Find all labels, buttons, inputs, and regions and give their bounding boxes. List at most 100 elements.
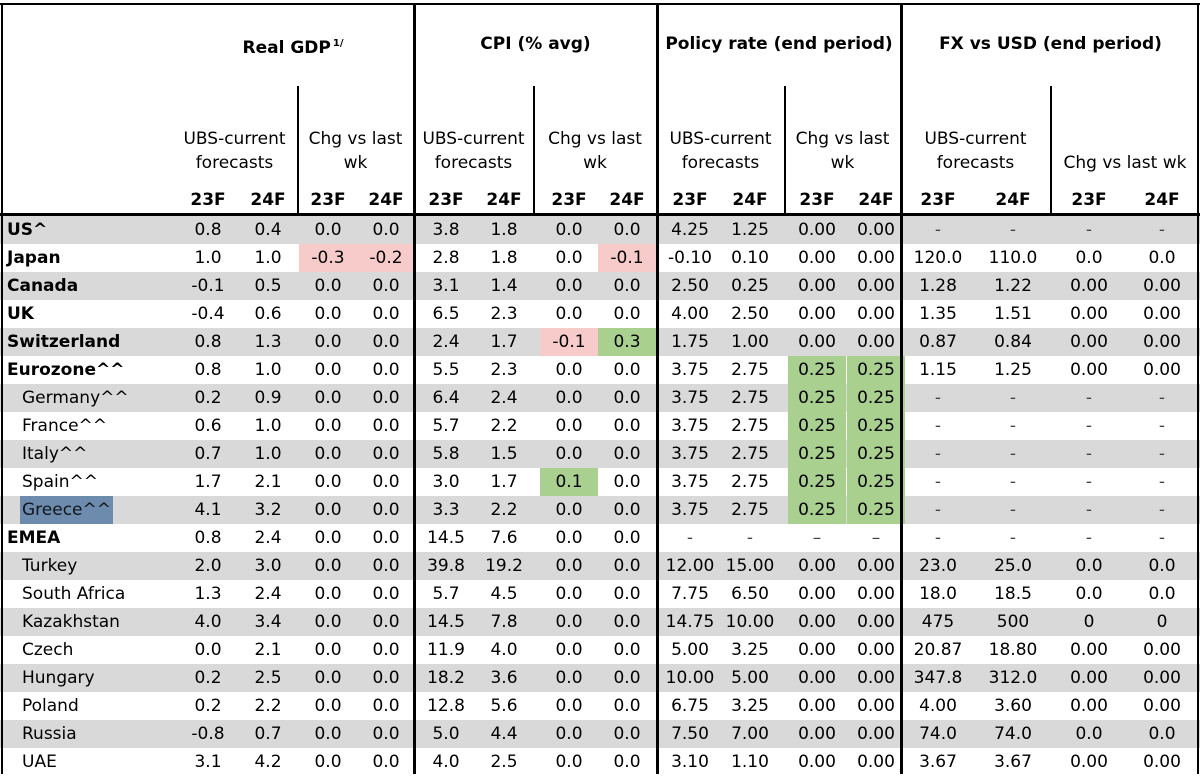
subheader-change-line: Chg vs last wk <box>1063 153 1187 173</box>
subgroup-divider <box>784 86 786 214</box>
subheader-forecasts-line1: UBS-current <box>183 129 286 149</box>
table-cell: 1.3 <box>194 584 222 604</box>
table-cell: 0.00 <box>1143 752 1181 772</box>
table-cell: 1.75 <box>671 332 709 352</box>
year-label: 23F <box>799 190 835 210</box>
subheader-forecasts: UBS-current forecasts <box>657 127 784 175</box>
table-cell: 0.00 <box>857 612 895 632</box>
row-label: Czech <box>22 640 74 660</box>
table-cell: 1.28 <box>919 276 957 296</box>
group-header-cpi: CPI (% avg) <box>414 30 657 58</box>
table-cell: 0.0 <box>314 584 342 604</box>
table-cell: 0.00 <box>1143 304 1181 324</box>
subgroup-divider <box>1050 86 1052 214</box>
table-cell: 0.0 <box>314 388 342 408</box>
subheader-forecasts-line2: forecasts <box>195 153 274 173</box>
table-cell: 18.80 <box>988 640 1038 660</box>
table-cell: 0.0 <box>613 388 641 408</box>
table-cell: 6.75 <box>671 696 709 716</box>
subheader-change-line1: Chg vs last <box>795 129 890 149</box>
table-cell: 4.5 <box>490 584 518 604</box>
table-row: Russia -0.8 0.7 0.0 0.0 5.0 4.4 0.0 0.0 7.50 7.00 0… <box>0 720 1200 748</box>
table-cell: 5.8 <box>432 444 460 464</box>
table-cell: 0.00 <box>798 220 836 240</box>
table-cell: 0.0 <box>194 640 222 660</box>
table-cell: 3.6 <box>490 668 518 688</box>
table-cell: 0.0 <box>555 248 583 268</box>
table-cell: - <box>1085 444 1093 464</box>
table-row: Spain^^ 1.7 2.1 0.0 0.0 3.0 1.7 0.1 0.0 3.75 2.75 0… <box>0 468 1200 496</box>
table-cell: 0.0 <box>314 332 342 352</box>
table-cell: - <box>934 220 942 240</box>
year-label: 24F <box>609 190 645 210</box>
table-cell: 0.0 <box>314 360 342 380</box>
table-cell: 120.0 <box>913 248 963 268</box>
table-cell: 6.5 <box>432 304 460 324</box>
table-cell: 0.0 <box>372 416 400 436</box>
table-cell: 0.2 <box>194 668 222 688</box>
table-cell: 0.0 <box>555 416 583 436</box>
row-label: UAE <box>22 752 57 772</box>
table-cell: 3.2 <box>254 500 282 520</box>
table-cell: 0.0 <box>314 696 342 716</box>
table-cell: 0.0 <box>1075 556 1103 576</box>
table-cell: 2.75 <box>731 388 769 408</box>
table-cell: 3.75 <box>671 500 709 520</box>
table-row: UAE 3.1 4.2 0.0 0.0 4.0 2.5 0.0 0.0 3.10 1.10 0.00 0… <box>0 748 1200 776</box>
row-label: Canada <box>7 276 79 296</box>
table-cell: 0.00 <box>1143 332 1181 352</box>
table-cell: 0.25 <box>847 356 905 384</box>
table-cell: 0.0 <box>314 528 342 548</box>
table-cell: - <box>934 500 942 520</box>
table-cell: 3.75 <box>671 416 709 436</box>
table-cell: 0.0 <box>555 640 583 660</box>
table-cell: 1.00 <box>731 332 769 352</box>
table-cell: 2.2 <box>254 696 282 716</box>
table-cell: 18.0 <box>919 584 957 604</box>
table-cell: 0.0 <box>613 360 641 380</box>
table-row: Canada -0.1 0.5 0.0 0.0 3.1 1.4 0.0 0.0 2.50 0.25 0… <box>0 272 1200 300</box>
table-cell: 0.00 <box>857 724 895 744</box>
table-row: Switzerland 0.8 1.3 0.0 0.0 2.4 1.7 -0.1 0.3 1.75… <box>0 328 1200 356</box>
table-cell: - <box>1009 444 1017 464</box>
row-label: France^^ <box>22 416 108 436</box>
table-cell: 4.00 <box>671 304 709 324</box>
table-cell: 0.0 <box>613 220 641 240</box>
table-cell: 0.25 <box>847 468 905 496</box>
table-cell: 0.00 <box>1070 332 1108 352</box>
group-divider <box>413 3 416 774</box>
table-cell: 0.0 <box>613 556 641 576</box>
table-cell: 0.00 <box>857 752 895 772</box>
table-cell: 0.00 <box>1070 360 1108 380</box>
row-label: Russia <box>22 724 77 744</box>
table-cell: 0.00 <box>857 668 895 688</box>
year-label: 23F <box>190 190 226 210</box>
table-cell: 0.00 <box>1143 276 1181 296</box>
table-cell: 18.2 <box>427 668 465 688</box>
table-cell: 5.7 <box>432 416 460 436</box>
table-cell: 0.25 <box>731 276 769 296</box>
table-cell: 0.0 <box>613 584 641 604</box>
table-cell: 6.50 <box>731 584 769 604</box>
table-cell: 0.0 <box>613 752 641 772</box>
table-cell: 3.67 <box>994 752 1032 772</box>
table-cell: 3.4 <box>254 612 282 632</box>
table-cell: 0.00 <box>798 584 836 604</box>
table-cell: 4.1 <box>194 500 222 520</box>
table-cell: 347.8 <box>913 668 963 688</box>
group-divider <box>900 3 903 774</box>
table-cell: 19.2 <box>485 556 523 576</box>
table-cell: 0.0 <box>314 304 342 324</box>
table-cell: 1.8 <box>490 248 518 268</box>
row-label: Hungary <box>22 668 95 688</box>
table-cell: -0.4 <box>191 304 225 324</box>
table-cell: 3.75 <box>671 388 709 408</box>
table-cell: - <box>934 416 942 436</box>
table-cell: 0.00 <box>798 304 836 324</box>
table-cell: 0.0 <box>1148 724 1176 744</box>
subheader-forecasts-line1: UBS-current <box>669 129 772 149</box>
table-cell: 1.3 <box>254 332 282 352</box>
table-cell: 0.8 <box>194 360 222 380</box>
table-cell: 3.10 <box>671 752 709 772</box>
table-cell: 2.4 <box>490 388 518 408</box>
